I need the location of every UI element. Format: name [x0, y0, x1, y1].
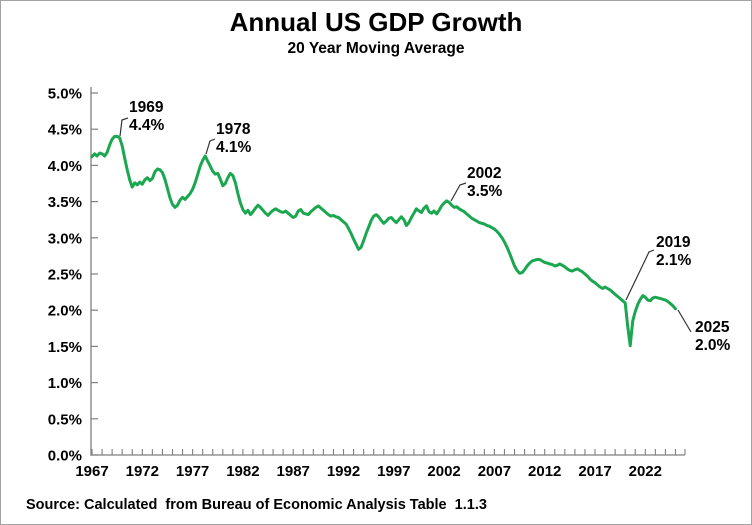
- annotation-leader-1978: [205, 138, 216, 155]
- x-axis-label: 1997: [377, 463, 410, 480]
- y-axis-label: 4.5%: [48, 122, 82, 139]
- source-note: Source: Calculated from Bureau of Econom…: [26, 497, 487, 513]
- annotation-year-2002: 2002: [467, 165, 501, 182]
- x-axis-label: 1977: [176, 463, 209, 480]
- y-axis-label: 3.5%: [48, 194, 82, 211]
- annotation-leader-1969: [119, 117, 129, 137]
- x-axis-label: 2007: [478, 463, 511, 480]
- annotation-year-1978: 1978: [216, 121, 251, 138]
- x-axis-label: 2002: [427, 463, 460, 480]
- annotation-leader-2025: [677, 309, 692, 333]
- x-axis-label: 1972: [126, 463, 159, 480]
- y-axis-label: 0.0%: [48, 448, 82, 465]
- chart-subtitle: 20 Year Moving Average: [287, 40, 465, 57]
- y-axis-label: 0.5%: [48, 411, 82, 428]
- annotation-value-1969: 4.4%: [129, 117, 165, 134]
- x-axis-label: 1987: [277, 463, 310, 480]
- y-axis-label: 4.0%: [48, 158, 82, 175]
- annotation-year-1969: 1969: [129, 99, 164, 116]
- y-axis-label: 1.5%: [48, 339, 82, 356]
- annotation-year-2019: 2019: [656, 234, 691, 251]
- x-axis-label: 1967: [75, 463, 108, 480]
- x-axis-label: 2012: [528, 463, 561, 480]
- annotation-value-1978: 4.1%: [216, 139, 252, 156]
- annotation-value-2019: 2.1%: [656, 252, 692, 269]
- y-axis-label: 5.0%: [48, 86, 82, 103]
- annotation-value-2025: 2.0%: [695, 337, 731, 354]
- y-axis-label: 2.0%: [48, 303, 82, 320]
- y-axis-label: 2.5%: [48, 267, 82, 284]
- chart-title: Annual US GDP Growth: [229, 7, 523, 37]
- x-axis-label: 2022: [629, 463, 662, 480]
- x-axis-label: 2017: [578, 463, 611, 480]
- x-axis-label: 1992: [327, 463, 360, 480]
- gdp-growth-line: [90, 134, 677, 348]
- y-axis-label: 1.0%: [48, 375, 82, 392]
- x-axis-label: 1982: [226, 463, 259, 480]
- annotation-value-2002: 3.5%: [467, 183, 503, 200]
- annotation-leader-2019: [625, 249, 655, 301]
- y-axis-label: 3.0%: [48, 230, 82, 247]
- annotation-year-2025: 2025: [695, 319, 730, 336]
- annotation-leader-2002: [450, 182, 467, 202]
